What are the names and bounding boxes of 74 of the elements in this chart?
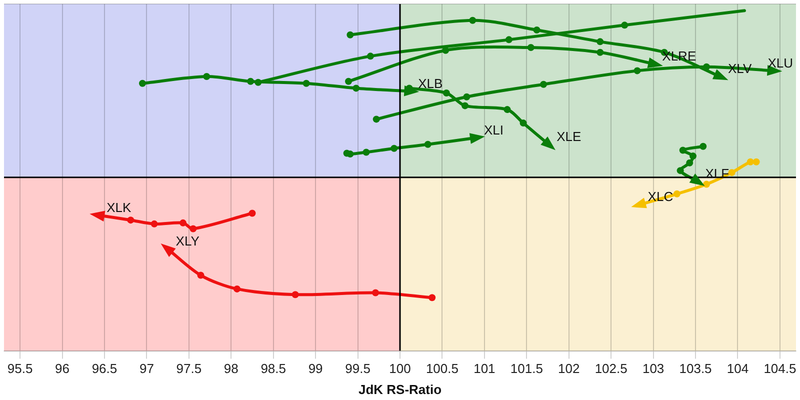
point bbox=[728, 169, 736, 176]
point bbox=[673, 190, 680, 198]
x-tick-label: 99.5 bbox=[345, 361, 370, 376]
x-tick-label: 102 bbox=[558, 361, 580, 376]
point bbox=[424, 140, 432, 148]
point bbox=[138, 80, 146, 87]
point bbox=[505, 36, 512, 44]
x-tick-label: 103.5 bbox=[679, 361, 712, 376]
x-tick-label: 95.5 bbox=[7, 361, 33, 376]
x-tick-label: 101 bbox=[474, 361, 496, 376]
point bbox=[248, 210, 256, 217]
point bbox=[234, 285, 241, 292]
point bbox=[621, 22, 628, 29]
point bbox=[190, 225, 197, 232]
point bbox=[596, 38, 604, 46]
series-label: XLY bbox=[176, 234, 200, 249]
point bbox=[520, 120, 527, 127]
x-tick-label: 101.5 bbox=[510, 361, 543, 376]
x-tick-label: 103 bbox=[642, 361, 664, 376]
point bbox=[676, 167, 684, 174]
point bbox=[463, 93, 470, 100]
point bbox=[504, 106, 511, 114]
point bbox=[752, 158, 760, 166]
point bbox=[150, 220, 158, 228]
point bbox=[362, 148, 370, 156]
x-tick-label: 98 bbox=[224, 361, 238, 376]
point bbox=[372, 289, 380, 296]
point bbox=[679, 146, 686, 154]
point bbox=[527, 44, 534, 52]
point bbox=[197, 272, 204, 279]
point bbox=[372, 116, 380, 123]
point bbox=[352, 84, 360, 92]
point bbox=[203, 73, 210, 80]
series-label: XLI bbox=[484, 122, 504, 138]
point bbox=[292, 291, 299, 298]
x-tick-label: 96.5 bbox=[92, 361, 118, 376]
point bbox=[469, 16, 476, 24]
x-axis-title: JdK RS-Ratio bbox=[358, 382, 442, 397]
point bbox=[247, 78, 254, 85]
point bbox=[346, 31, 354, 38]
point bbox=[346, 150, 354, 158]
point bbox=[428, 294, 436, 302]
x-tick-label: 96 bbox=[55, 361, 70, 376]
point bbox=[344, 78, 352, 85]
x-tick-label: 97.5 bbox=[176, 361, 202, 376]
x-tick-label: 97 bbox=[139, 361, 154, 376]
series-label: XLE bbox=[556, 128, 582, 144]
point bbox=[634, 67, 641, 74]
point bbox=[390, 144, 398, 152]
x-tick-label: 100 bbox=[389, 361, 411, 376]
point bbox=[442, 90, 450, 97]
x-tick-label: 104 bbox=[726, 361, 749, 376]
x-tick-label: 98.5 bbox=[260, 361, 286, 376]
point bbox=[127, 216, 134, 224]
point bbox=[596, 48, 604, 56]
x-tick-label: 99 bbox=[308, 361, 323, 376]
point bbox=[462, 102, 469, 110]
x-tick-label: 104.5 bbox=[764, 361, 796, 376]
series-label: XLB bbox=[418, 76, 443, 91]
point bbox=[366, 52, 374, 60]
series-label: XLK bbox=[106, 200, 132, 215]
series-label: XLU bbox=[768, 55, 794, 70]
x-tick-label: 100.5 bbox=[426, 361, 458, 376]
point bbox=[689, 152, 696, 160]
x-tick-label: 102.5 bbox=[594, 361, 628, 376]
point bbox=[302, 80, 310, 87]
point bbox=[540, 80, 548, 88]
point bbox=[533, 26, 540, 34]
point bbox=[703, 180, 710, 188]
point bbox=[686, 159, 694, 166]
point bbox=[442, 46, 450, 54]
point bbox=[746, 158, 754, 166]
point bbox=[700, 142, 707, 150]
point bbox=[180, 219, 186, 226]
